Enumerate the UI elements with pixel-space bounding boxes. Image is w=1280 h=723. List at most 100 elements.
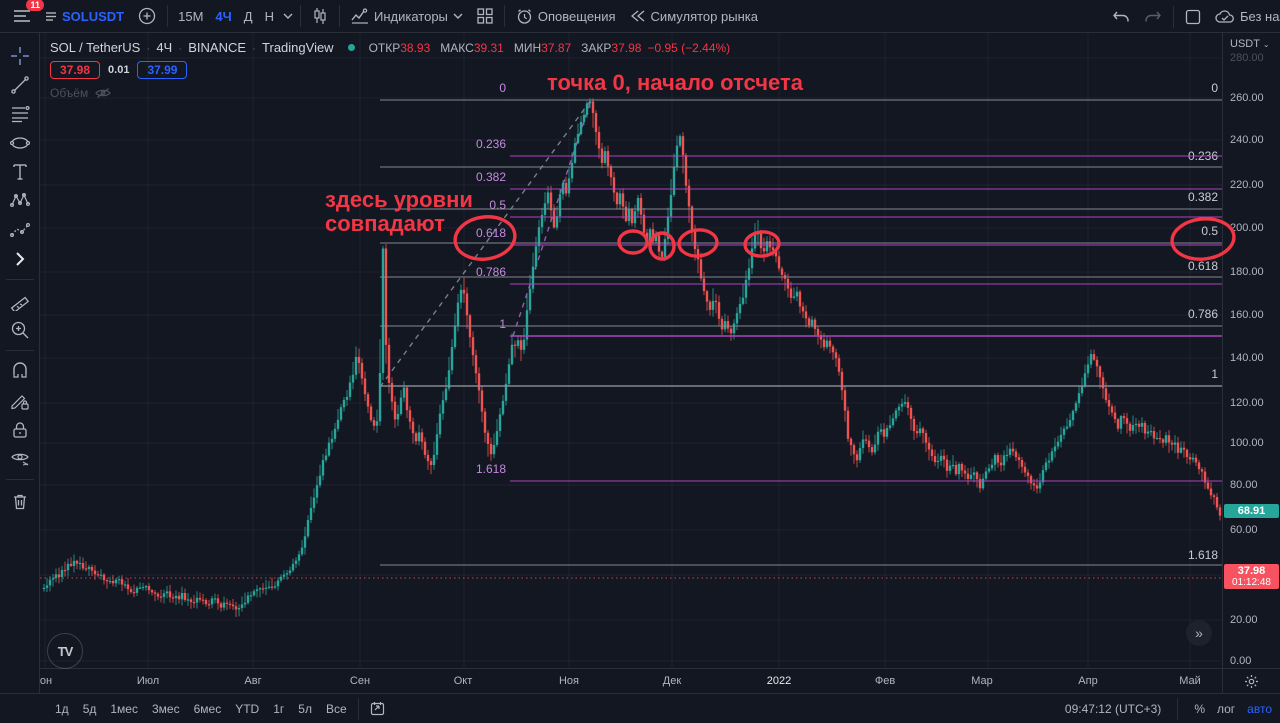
chart-settings-corner[interactable] [1222,668,1280,693]
indicators-label: Индикаторы [374,8,448,24]
price-tick: 160.00 [1230,309,1264,321]
range-5л[interactable]: 5л [298,701,312,716]
price-axis-currency[interactable]: USDT ⌄ [1230,38,1270,50]
cloud-save-button[interactable]: Без наз [1208,4,1280,30]
shapes-icon [9,136,30,149]
volume-label[interactable]: Объём [50,86,89,100]
symbol-button[interactable]: SOLUSDT [38,3,131,29]
price-tick: 100.00 [1230,437,1264,449]
trendline-icon [10,75,29,94]
eye-hidden-icon[interactable] [95,87,111,99]
price-tick: 20.00 [1230,614,1258,626]
bid-price[interactable]: 37.98 [50,61,101,79]
layout-name-label: Без наз [1240,9,1280,24]
zoom-in-tool[interactable] [3,315,37,344]
trendline-tool[interactable] [3,70,37,99]
ohlc-readout: ОТКР38.93 МАКС39.31 МИН37.87 ЗАКР37.98 [369,41,642,55]
redo-button[interactable] [1137,4,1169,30]
svg-text:0.382: 0.382 [1188,190,1218,204]
lock-all-icon [12,421,27,438]
indicators-button[interactable]: Индикаторы [344,3,470,29]
annotation-levels-match[interactable]: здесь уровни [325,187,473,212]
timeframe-dropdown[interactable] [280,3,296,29]
fullscreen-layout-button[interactable] [1178,4,1208,30]
red-circle-annotation[interactable] [743,230,781,258]
range-1мес[interactable]: 1мес [110,701,138,716]
red-circle-annotation[interactable] [617,229,649,255]
layout-templates-button[interactable] [470,3,500,29]
ask-price[interactable]: 37.99 [137,61,188,79]
auto-scale-toggle[interactable]: авто [1247,701,1272,716]
range-5д[interactable]: 5д [82,701,97,716]
compare-add-button[interactable] [131,3,163,29]
svg-text:0: 0 [1211,81,1218,95]
timeframe-Н[interactable]: Н [264,8,274,24]
svg-text:1: 1 [1211,367,1218,381]
red-circle-annotation[interactable] [677,228,719,258]
legend-platform: TradingView [262,40,334,55]
remove-drawings-tool[interactable] [3,486,37,515]
price-tick: 200.00 [1230,222,1264,234]
crosshair-tool[interactable] [3,41,37,70]
main-menu-button[interactable]: 11 [6,0,44,29]
forecast-tool[interactable] [3,215,37,244]
timeframe-4Ч[interactable]: 4Ч [215,8,232,24]
alerts-label: Оповещения [537,8,616,24]
alerts-button[interactable]: Оповещения [509,3,623,29]
price-tick: 0.00 [1230,655,1252,667]
time-axis[interactable]: он Июл Авг Сен Окт Ноя Дек 2022 Фев Мар Апр Май [40,668,1222,693]
red-circle-annotation[interactable] [648,231,676,261]
lock-all-tool[interactable] [3,415,37,444]
drawing-lock-tool[interactable] [3,386,37,415]
svg-text:1: 1 [499,317,506,331]
time-axis-label: Июл [136,675,160,687]
svg-text:1.618: 1.618 [1188,548,1218,562]
text-tool[interactable] [3,157,37,186]
range-1г[interactable]: 1г [273,701,285,716]
svg-text:0.236: 0.236 [1188,149,1218,163]
legend-symbol[interactable]: SOL / TetherUS [50,40,141,55]
svg-text:0.618: 0.618 [476,226,506,240]
range-Все[interactable]: Все [325,701,347,716]
hamburger-icon [14,10,30,22]
price-axis[interactable]: USDT ⌄ 280.00 260.00 240.00 220.00 200.00 180… [1222,33,1280,668]
range-YTD[interactable]: YTD [235,701,260,716]
expand-chevron-tool[interactable] [3,244,37,273]
shapes-tool[interactable] [3,128,37,157]
go-to-date-button[interactable] [363,698,392,719]
hide-drawings-tool[interactable] [3,444,37,473]
price-tick: 120.00 [1230,397,1264,409]
time-axis-label: Ноя [558,675,580,687]
range-1д[interactable]: 1д [55,701,69,716]
timeframe-group: 15M 4Ч Д Н [172,9,280,24]
market-status-dot[interactable] [347,44,355,51]
legend-interval[interactable]: 4Ч [156,40,173,55]
fib-retracement-icon [11,105,30,122]
annotation-levels-match[interactable]: совпадают [325,211,445,236]
ruler-tool[interactable] [3,286,37,315]
percent-scale-toggle[interactable]: % [1194,701,1205,716]
xabcd-pattern-tool[interactable] [3,186,37,215]
range-3мес[interactable]: 3мес [151,701,180,716]
timeframe-15M[interactable]: 15M [178,8,204,24]
price-tick: 220.00 [1230,179,1264,191]
price-tick: 80.00 [1230,479,1258,491]
scroll-right-button[interactable]: » [1186,620,1212,646]
clock-display[interactable]: 09:47:12 (UTC+3) [1064,701,1162,716]
replay-button[interactable]: Симулятор рынка [623,3,765,29]
svg-text:1.618: 1.618 [476,462,506,476]
timeframe-Д[interactable]: Д [243,8,253,24]
magnet-tool[interactable] [3,357,37,386]
chart-style-button[interactable] [305,3,335,29]
ohlc-МИН: МИН37.87 [513,40,572,55]
last-price-badge: 68.91 [1224,504,1279,518]
drawing-lock-icon [10,394,29,410]
range-6мес[interactable]: 6мес [193,701,222,716]
fib-retracement-tool[interactable] [3,99,37,128]
undo-button[interactable] [1105,4,1137,30]
log-scale-toggle[interactable]: лог [1216,701,1236,716]
price-tick: 60.00 [1230,524,1258,536]
red-circle-annotation[interactable] [452,213,517,263]
